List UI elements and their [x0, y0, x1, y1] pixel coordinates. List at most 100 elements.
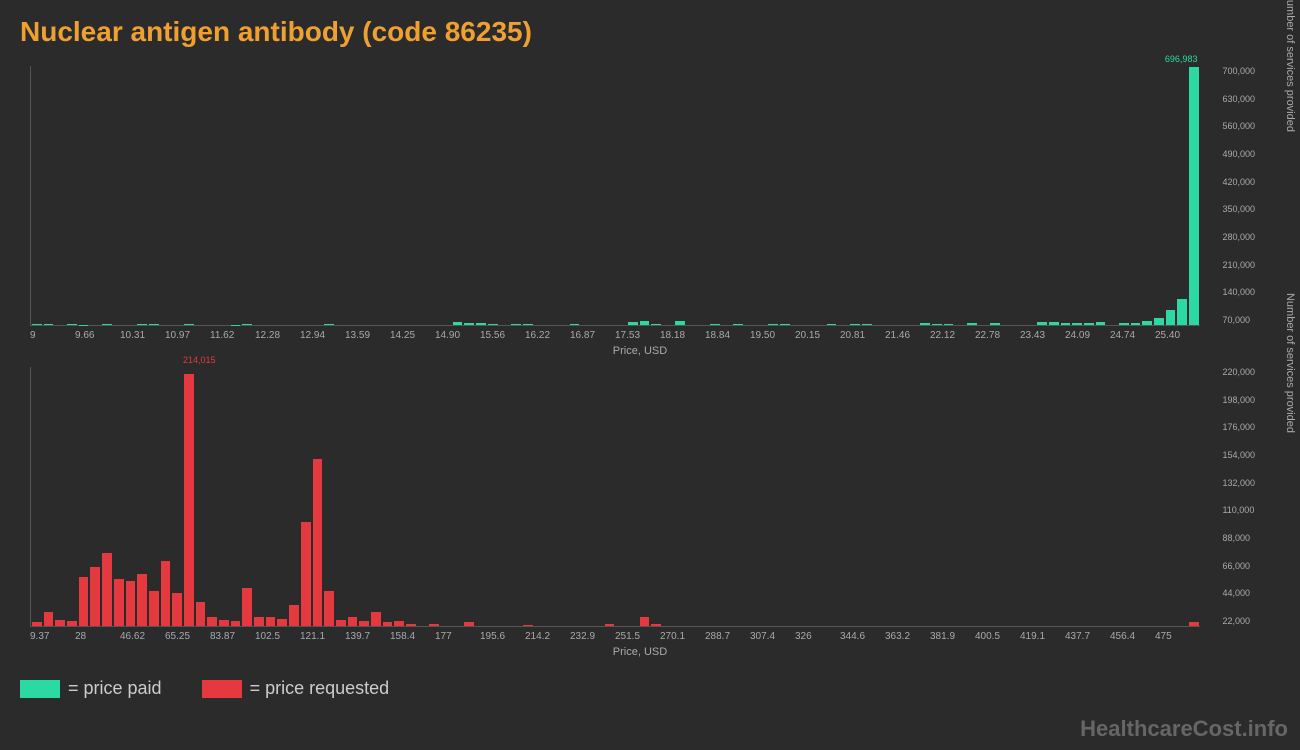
ytick: 630,000: [1222, 94, 1255, 104]
chart-paid: 70,000140,000210,000280,000350,000420,00…: [30, 66, 1200, 326]
tick: 326: [795, 631, 840, 642]
bar: [768, 324, 778, 325]
legend-swatch-requested: [202, 680, 242, 698]
ytick: 110,000: [1222, 505, 1255, 515]
tick: 10.31: [120, 330, 165, 341]
tick: 16.87: [570, 330, 615, 341]
legend-item-requested: = price requested: [202, 678, 390, 699]
bar: [651, 624, 661, 626]
bar: [324, 324, 334, 325]
tick: 25.40: [1155, 330, 1200, 341]
y-label-requested: Number of services provided: [1284, 292, 1296, 432]
tick: 419.1: [1020, 631, 1065, 642]
legend: = price paid = price requested: [0, 668, 1300, 709]
tick: 9: [30, 330, 75, 341]
bar: [231, 621, 241, 626]
tick: 18.18: [660, 330, 705, 341]
bar: [453, 322, 463, 325]
x-axis-paid: 99.6610.3110.9711.6212.2812.9413.5914.25…: [30, 330, 1200, 341]
bar: [1131, 323, 1141, 325]
tick: 400.5: [975, 631, 1020, 642]
bar: [429, 624, 439, 626]
bar: [523, 324, 533, 325]
bar: [313, 459, 323, 626]
bar: [137, 324, 147, 325]
tick: 232.9: [570, 631, 615, 642]
bar: [289, 605, 299, 626]
bars-paid: [31, 66, 1200, 325]
ytick: 198,000: [1222, 395, 1255, 405]
bar: [920, 323, 930, 325]
ytick: 350,000: [1222, 204, 1255, 214]
bar: [301, 522, 311, 626]
x-axis-requested: 9.372846.6265.2583.87102.5121.1139.7158.…: [30, 631, 1200, 642]
bar: [196, 602, 206, 626]
bar: [1189, 622, 1199, 626]
peak-label-paid: 696,983: [1165, 54, 1198, 64]
tick: 456.4: [1110, 631, 1155, 642]
bar: [102, 324, 112, 325]
bar: [277, 619, 287, 626]
peak-label-requested: 214,015: [183, 355, 216, 365]
ytick: 420,000: [1222, 177, 1255, 187]
ytick: 140,000: [1222, 287, 1255, 297]
bars-requested: [31, 367, 1200, 626]
tick: 270.1: [660, 631, 705, 642]
ytick: 210,000: [1222, 260, 1255, 270]
bar: [1119, 323, 1129, 325]
legend-swatch-paid: [20, 680, 60, 698]
ytick: 22,000: [1222, 616, 1255, 626]
tick: 102.5: [255, 631, 300, 642]
ytick: 154,000: [1222, 450, 1255, 460]
bar: [219, 620, 229, 626]
bar: [710, 324, 720, 325]
tick: 14.90: [435, 330, 480, 341]
bar: [32, 622, 42, 626]
ytick: 44,000: [1222, 588, 1255, 598]
tick: 344.6: [840, 631, 885, 642]
chart-paid-container: 70,000140,000210,000280,000350,000420,00…: [20, 66, 1260, 357]
bar: [640, 321, 650, 325]
bar: [254, 617, 264, 626]
ytick: 66,000: [1222, 561, 1255, 571]
tick: 177: [435, 631, 480, 642]
bar: [1142, 321, 1152, 325]
bar: [1084, 323, 1094, 325]
bar: [1072, 323, 1082, 325]
bar: [44, 324, 54, 325]
bar: [336, 620, 346, 626]
tick: 437.7: [1065, 631, 1110, 642]
watermark: HealthcareCost.info: [1080, 716, 1288, 742]
bar: [1037, 322, 1047, 325]
tick: 15.56: [480, 330, 525, 341]
bar: [464, 622, 474, 626]
bar: [523, 625, 533, 626]
bar: [184, 324, 194, 325]
bar: [348, 617, 358, 626]
ytick: 176,000: [1222, 422, 1255, 432]
tick: 17.53: [615, 330, 660, 341]
tick: 65.25: [165, 631, 210, 642]
tick: 20.81: [840, 330, 885, 341]
ytick: 280,000: [1222, 232, 1255, 242]
bar: [102, 553, 112, 626]
bar: [383, 622, 393, 626]
legend-label-requested: = price requested: [250, 678, 390, 699]
tick: 46.62: [120, 631, 165, 642]
bar: [79, 577, 89, 626]
bar: [605, 624, 615, 626]
bar: [184, 374, 194, 626]
bar: [476, 323, 486, 325]
bar: [1154, 318, 1164, 325]
tick: 13.59: [345, 330, 390, 341]
bar: [394, 621, 404, 626]
bar: [628, 322, 638, 325]
tick: 19.50: [750, 330, 795, 341]
bar: [488, 324, 498, 325]
tick: 12.94: [300, 330, 345, 341]
bar: [511, 324, 521, 325]
bar: [570, 324, 580, 325]
tick: 28: [75, 631, 120, 642]
tick: 158.4: [390, 631, 435, 642]
tick: 288.7: [705, 631, 750, 642]
